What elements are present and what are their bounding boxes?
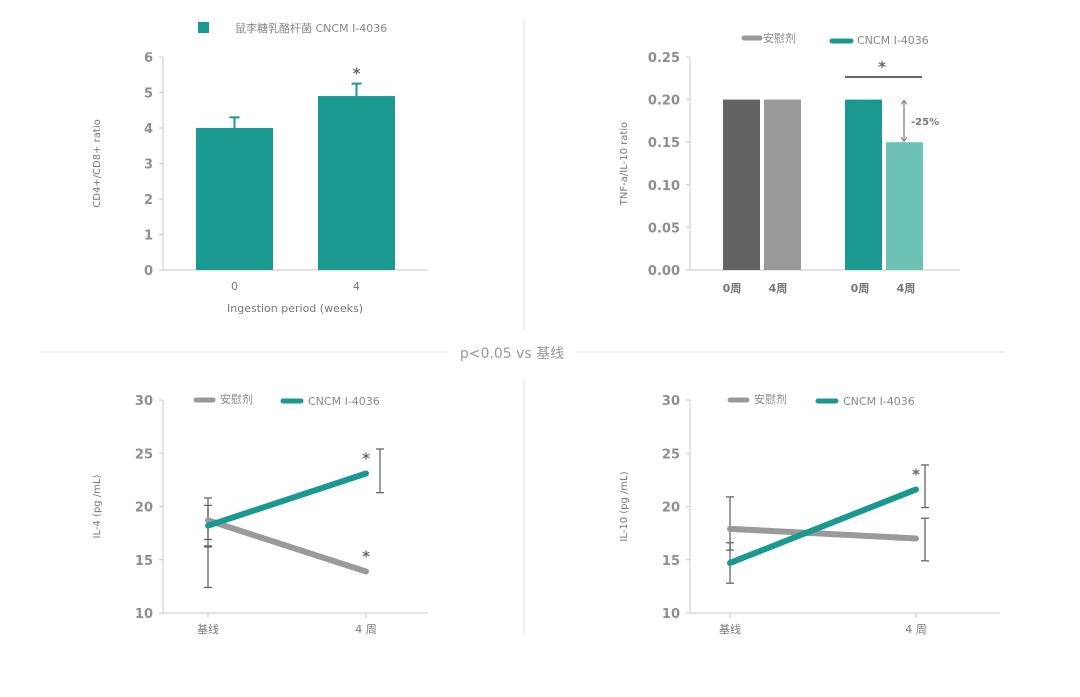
significance-star: *	[353, 65, 361, 83]
x-tick-label: 基线	[719, 622, 741, 636]
y-tick-label: 0	[144, 264, 153, 279]
x-tick-label: 0周	[723, 282, 742, 295]
y-tick-label: 6	[144, 51, 153, 66]
cncm-line	[205, 470, 369, 529]
y-axis-label: IL-4 (pg /mL)	[92, 474, 103, 538]
divider-note: p<0.05 vs 基线	[460, 345, 564, 362]
y-tick-label: 25	[662, 447, 680, 462]
y-axis-label: IL-10 (pg /mL)	[619, 471, 630, 541]
bar	[764, 99, 801, 270]
bar	[723, 99, 760, 270]
y-tick-label: 0.10	[648, 179, 680, 194]
x-tick-label: 基线	[197, 622, 219, 636]
y-tick-label: 1	[144, 229, 153, 244]
x-tick-label: 4周	[769, 282, 788, 295]
legend-label: 安慰剂	[763, 31, 796, 45]
significance-star: *	[878, 58, 886, 76]
x-tick-label: 0	[231, 280, 238, 293]
x-tick-label: 4周	[897, 282, 916, 295]
x-tick-label: 4 周	[905, 623, 927, 636]
x-tick-label: 0周	[851, 282, 870, 295]
legend-label: CNCM I-4036	[843, 395, 915, 408]
y-tick-label: 10	[662, 607, 680, 622]
arrow-heads	[900, 99, 908, 143]
y-tick-label: 20	[135, 501, 153, 516]
y-tick-label: 5	[144, 87, 153, 102]
cncm-line	[727, 486, 919, 566]
legend-label: 鼠李糖乳酪杆菌 CNCM I-4036	[235, 21, 387, 35]
y-tick-label: 20	[662, 501, 680, 516]
significance-star: *	[912, 465, 920, 483]
y-tick-label: 15	[135, 554, 153, 569]
significance-star: *	[362, 547, 370, 565]
y-tick-label: 15	[662, 554, 680, 569]
bar	[318, 96, 395, 270]
legend-label: CNCM I-4036	[308, 395, 380, 408]
y-tick-label: 30	[135, 394, 153, 409]
legend-label: CNCM I-4036	[857, 34, 929, 47]
bar	[196, 128, 273, 270]
divider-note-bg	[448, 340, 576, 364]
x-axis-label: Ingestion period (weeks)	[227, 302, 363, 315]
y-tick-label: 0.20	[648, 94, 680, 109]
y-tick-label: 10	[135, 607, 153, 622]
y-tick-label: 0.00	[648, 264, 680, 279]
legend-swatch	[198, 22, 209, 33]
y-tick-label: 0.25	[648, 51, 680, 66]
y-tick-label: 3	[144, 158, 153, 173]
y-tick-label: 2	[144, 193, 153, 208]
x-tick-label: 4	[353, 280, 360, 293]
y-tick-label: 0.05	[648, 221, 680, 236]
y-tick-label: 0.15	[648, 136, 680, 151]
placebo-line	[727, 525, 919, 542]
bar	[886, 142, 923, 270]
difference-annotation: -25%	[911, 117, 939, 128]
bar	[845, 99, 882, 270]
x-tick-label: 4 周	[355, 623, 377, 636]
y-axis-label: TNF-a/IL-10 ratio	[619, 122, 630, 206]
significance-star: *	[362, 449, 370, 467]
placebo-line	[205, 517, 369, 575]
legend-label: 安慰剂	[220, 392, 253, 406]
y-tick-label: 4	[144, 122, 153, 137]
y-axis-label: CD4+/CD8+ ratio	[92, 119, 103, 207]
y-tick-label: 25	[135, 447, 153, 462]
y-tick-label: 30	[662, 394, 680, 409]
legend-label: 安慰剂	[754, 392, 787, 406]
